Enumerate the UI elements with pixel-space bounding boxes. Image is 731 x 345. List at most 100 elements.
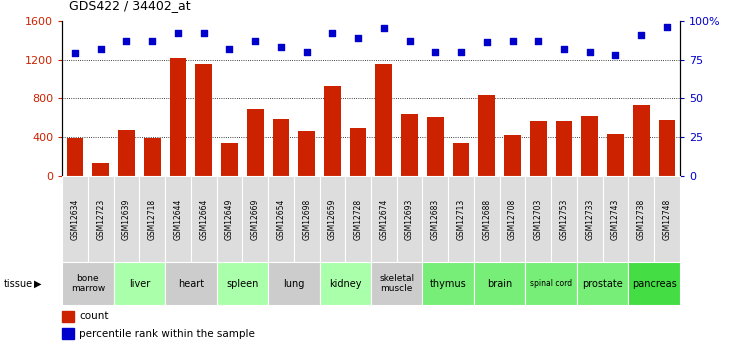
Bar xyxy=(118,130,135,176)
Bar xyxy=(221,143,238,176)
Text: GSM12738: GSM12738 xyxy=(637,198,645,240)
Point xyxy=(275,45,287,50)
Text: liver: liver xyxy=(129,279,150,289)
Text: GSM12688: GSM12688 xyxy=(482,198,491,240)
Bar xyxy=(371,262,423,305)
Text: GSM12703: GSM12703 xyxy=(534,198,543,240)
Text: count: count xyxy=(79,312,109,321)
Bar xyxy=(67,138,83,176)
Bar xyxy=(577,262,629,305)
Bar xyxy=(319,262,371,305)
Bar xyxy=(113,262,165,305)
Bar xyxy=(273,119,289,176)
Point xyxy=(249,38,261,44)
Text: GSM12698: GSM12698 xyxy=(302,198,311,240)
Bar xyxy=(216,176,242,262)
Text: spinal cord: spinal cord xyxy=(530,279,572,288)
Text: GSM12723: GSM12723 xyxy=(96,198,105,240)
Text: GSM12748: GSM12748 xyxy=(662,198,672,240)
Bar xyxy=(324,86,341,176)
Bar xyxy=(88,176,113,262)
Bar xyxy=(62,328,75,339)
Bar xyxy=(294,176,319,262)
Text: GSM12674: GSM12674 xyxy=(379,198,388,240)
Bar xyxy=(397,176,423,262)
Bar xyxy=(216,262,268,305)
Point xyxy=(532,38,544,44)
Bar xyxy=(191,176,216,262)
Bar xyxy=(629,262,680,305)
Bar xyxy=(504,135,521,176)
Point xyxy=(95,46,107,51)
Text: brain: brain xyxy=(487,279,512,289)
Text: GSM12639: GSM12639 xyxy=(122,198,131,240)
Bar xyxy=(62,311,75,322)
Bar xyxy=(474,176,500,262)
Bar xyxy=(242,176,268,262)
Text: GSM12708: GSM12708 xyxy=(508,198,517,240)
Text: GSM12718: GSM12718 xyxy=(148,198,156,240)
Text: GSM12733: GSM12733 xyxy=(586,198,594,240)
Bar xyxy=(659,120,675,176)
Bar xyxy=(427,117,444,176)
Bar xyxy=(319,176,345,262)
Point xyxy=(635,32,647,38)
Bar xyxy=(401,114,418,176)
Point xyxy=(404,38,415,44)
Bar xyxy=(371,176,397,262)
Bar xyxy=(474,262,526,305)
Text: percentile rank within the sample: percentile rank within the sample xyxy=(79,329,255,338)
Bar xyxy=(556,121,572,176)
Text: GDS422 / 34402_at: GDS422 / 34402_at xyxy=(69,0,191,12)
Point xyxy=(146,38,158,44)
Text: GSM12644: GSM12644 xyxy=(173,198,183,240)
Bar xyxy=(448,176,474,262)
Bar xyxy=(581,116,598,176)
Bar xyxy=(113,176,140,262)
Bar xyxy=(268,262,319,305)
Point xyxy=(121,38,132,44)
Point xyxy=(378,26,390,31)
Bar xyxy=(62,176,88,262)
Text: bone
marrow: bone marrow xyxy=(71,274,105,293)
Text: tissue: tissue xyxy=(4,279,33,289)
Text: GSM12693: GSM12693 xyxy=(405,198,414,240)
Point xyxy=(584,49,596,55)
Bar xyxy=(423,262,474,305)
Text: spleen: spleen xyxy=(226,279,259,289)
Text: GSM12713: GSM12713 xyxy=(457,198,466,240)
Bar xyxy=(165,176,191,262)
Bar xyxy=(654,176,680,262)
Bar xyxy=(376,65,393,176)
Point xyxy=(507,38,518,44)
Bar xyxy=(195,64,212,176)
Point xyxy=(352,35,364,41)
Point xyxy=(198,30,210,36)
Point xyxy=(300,49,312,55)
Bar xyxy=(526,262,577,305)
Bar xyxy=(602,176,629,262)
Bar xyxy=(144,138,161,176)
Bar xyxy=(165,262,216,305)
Bar xyxy=(452,143,469,176)
Point xyxy=(224,46,235,51)
Bar xyxy=(140,176,165,262)
Point xyxy=(481,40,493,45)
Bar xyxy=(633,105,650,176)
Text: skeletal
muscle: skeletal muscle xyxy=(379,274,414,293)
Point xyxy=(172,30,183,36)
Bar xyxy=(607,134,624,176)
Text: GSM12683: GSM12683 xyxy=(431,198,440,240)
Text: kidney: kidney xyxy=(329,279,362,289)
Bar xyxy=(170,58,186,176)
Text: thymus: thymus xyxy=(430,279,466,289)
Text: heart: heart xyxy=(178,279,204,289)
Text: lung: lung xyxy=(283,279,304,289)
Text: pancreas: pancreas xyxy=(632,279,676,289)
Text: prostate: prostate xyxy=(583,279,623,289)
Text: GSM12659: GSM12659 xyxy=(328,198,337,240)
Bar xyxy=(500,176,526,262)
Point xyxy=(430,49,442,55)
Point xyxy=(610,52,621,58)
Text: GSM12753: GSM12753 xyxy=(559,198,569,240)
